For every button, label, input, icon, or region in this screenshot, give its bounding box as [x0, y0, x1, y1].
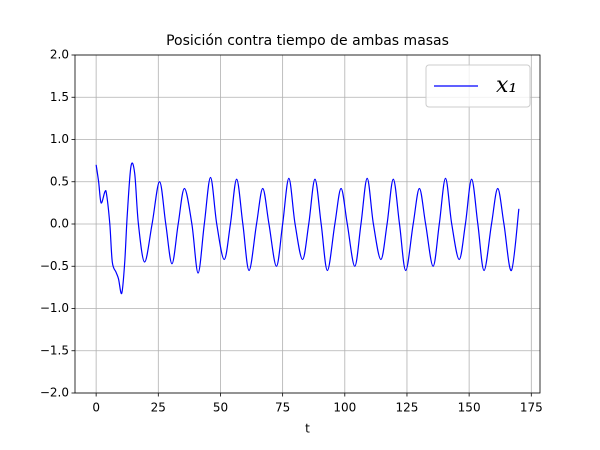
- x-tick-label: 75: [275, 401, 290, 415]
- y-tick-label: −0.5: [40, 259, 69, 273]
- y-tick-label: −1.5: [40, 343, 69, 357]
- y-tick-label: −1.0: [40, 301, 69, 315]
- y-tick-label: 0.0: [50, 217, 69, 231]
- x-axis-label: t: [305, 422, 310, 436]
- x-tick-label: 100: [333, 401, 356, 415]
- x-tick-label: 125: [396, 401, 419, 415]
- chart-title: Posición contra tiempo de ambas masas: [166, 33, 449, 49]
- data-line: [95, 162, 520, 295]
- y-tick-label: 2.0: [50, 48, 69, 62]
- y-tick-label: 0.5: [50, 174, 69, 188]
- x-tick-label: 50: [213, 401, 228, 415]
- x-tick-label: 175: [520, 401, 543, 415]
- y-tick-label: −2.0: [40, 386, 69, 400]
- x-tick-label: 25: [151, 401, 166, 415]
- y-tick-label: 1.5: [50, 90, 69, 104]
- plot-frame: [74, 54, 541, 394]
- legend-label: x₁: [496, 73, 517, 98]
- y-tick-label: 1.0: [50, 132, 69, 146]
- x-tick-label: 150: [458, 401, 481, 415]
- x-tick-label: 0: [92, 401, 100, 415]
